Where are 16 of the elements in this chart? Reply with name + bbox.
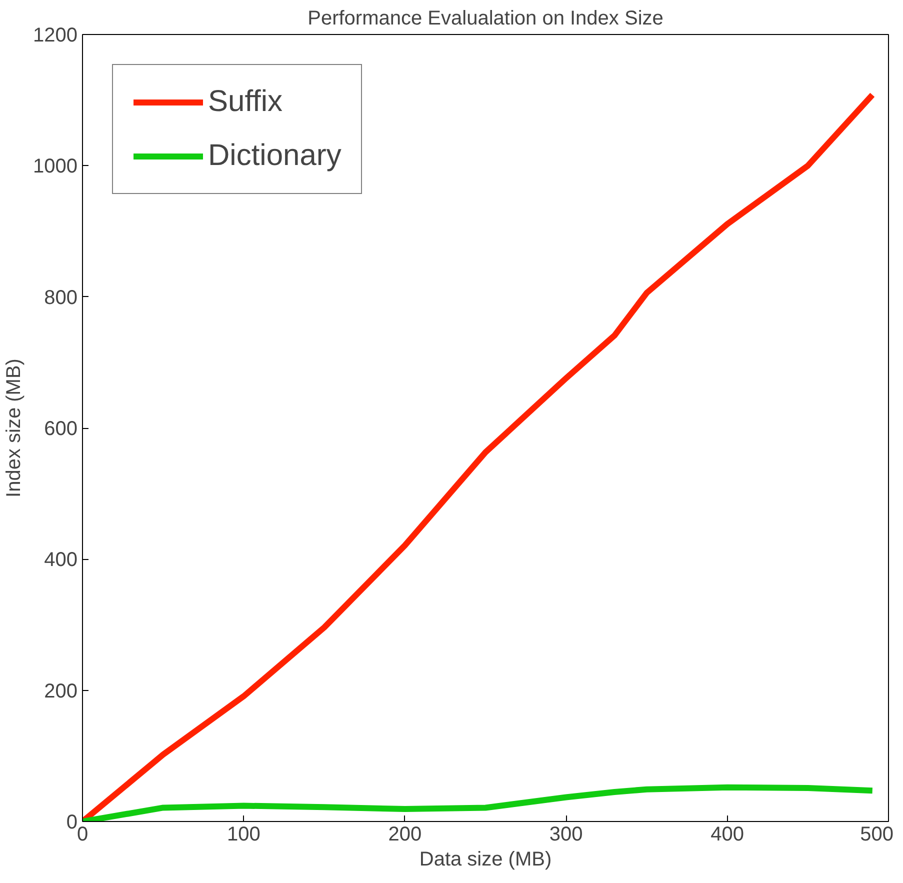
y-tick-label: 600 xyxy=(44,418,78,440)
x-tick-label: 200 xyxy=(388,824,422,846)
x-tick-label: 100 xyxy=(227,824,260,846)
y-tick-label: 800 xyxy=(44,286,78,309)
legend-label: Dictionary xyxy=(208,139,342,173)
chart-title: Performance Evalualation on Index Size xyxy=(308,8,664,30)
x-tick-label: 300 xyxy=(549,824,583,846)
x-tick-label: 500 xyxy=(860,824,894,846)
y-tick-label: 200 xyxy=(44,680,78,702)
y-tick-label: 1200 xyxy=(33,24,78,46)
y-tick-label: 1000 xyxy=(33,156,78,178)
y-tick-label: 400 xyxy=(44,549,78,572)
legend-label: Suffix xyxy=(208,85,282,119)
x-axis-title: Data size (MB) xyxy=(419,848,552,870)
y-axis-title: Index size (MB) xyxy=(3,358,26,498)
x-tick-label: 400 xyxy=(710,824,744,846)
